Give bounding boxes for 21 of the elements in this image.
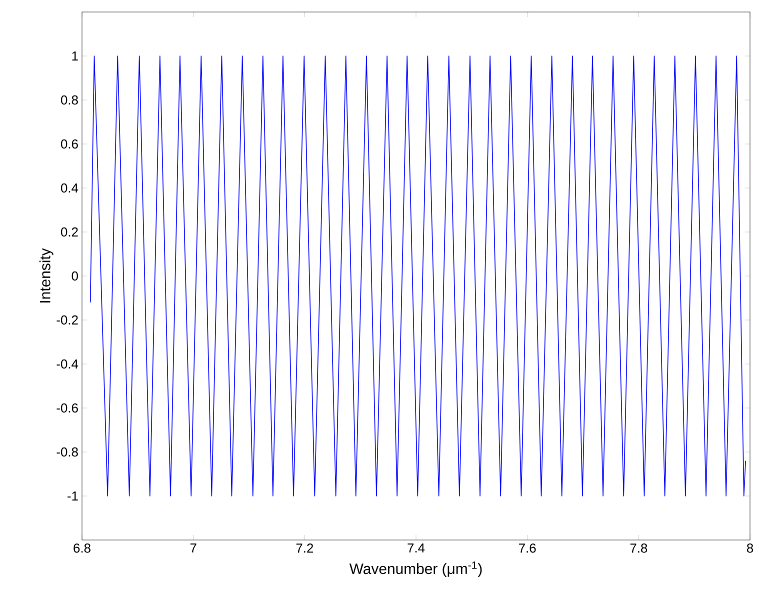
y-tick-label: 0.8 xyxy=(60,95,78,105)
y-tick-label: 0 xyxy=(72,271,78,281)
y-tick-label: 0.6 xyxy=(60,139,78,149)
x-tick-label: 7.4 xyxy=(408,544,425,552)
x-tick-label: 8 xyxy=(746,544,754,553)
x-tick-label: 7 xyxy=(190,544,196,552)
x-tick-label: 6.8 xyxy=(74,544,90,553)
x-tick-label: 7.2 xyxy=(296,544,314,553)
y-tick-label: 0.2 xyxy=(60,227,78,237)
line-series xyxy=(90,56,746,496)
y-axis-title: Intensity xyxy=(39,248,54,302)
y-tick-label: 0.4 xyxy=(60,183,78,193)
y-tick-label: -0.6 xyxy=(56,403,78,413)
x-tick-label: 7.6 xyxy=(519,544,536,553)
y-tick-label: -0.2 xyxy=(56,315,78,325)
y-tick-label: -1 xyxy=(68,492,78,500)
y-tick-label: -0.4 xyxy=(56,359,78,369)
y-tick-label: -0.8 xyxy=(56,447,78,457)
x-axis-title: Wavenumber (μm$^{-1}$) xyxy=(349,562,482,578)
y-tick-label: 1 xyxy=(72,52,78,60)
x-tick-label: 7.8 xyxy=(630,544,648,553)
